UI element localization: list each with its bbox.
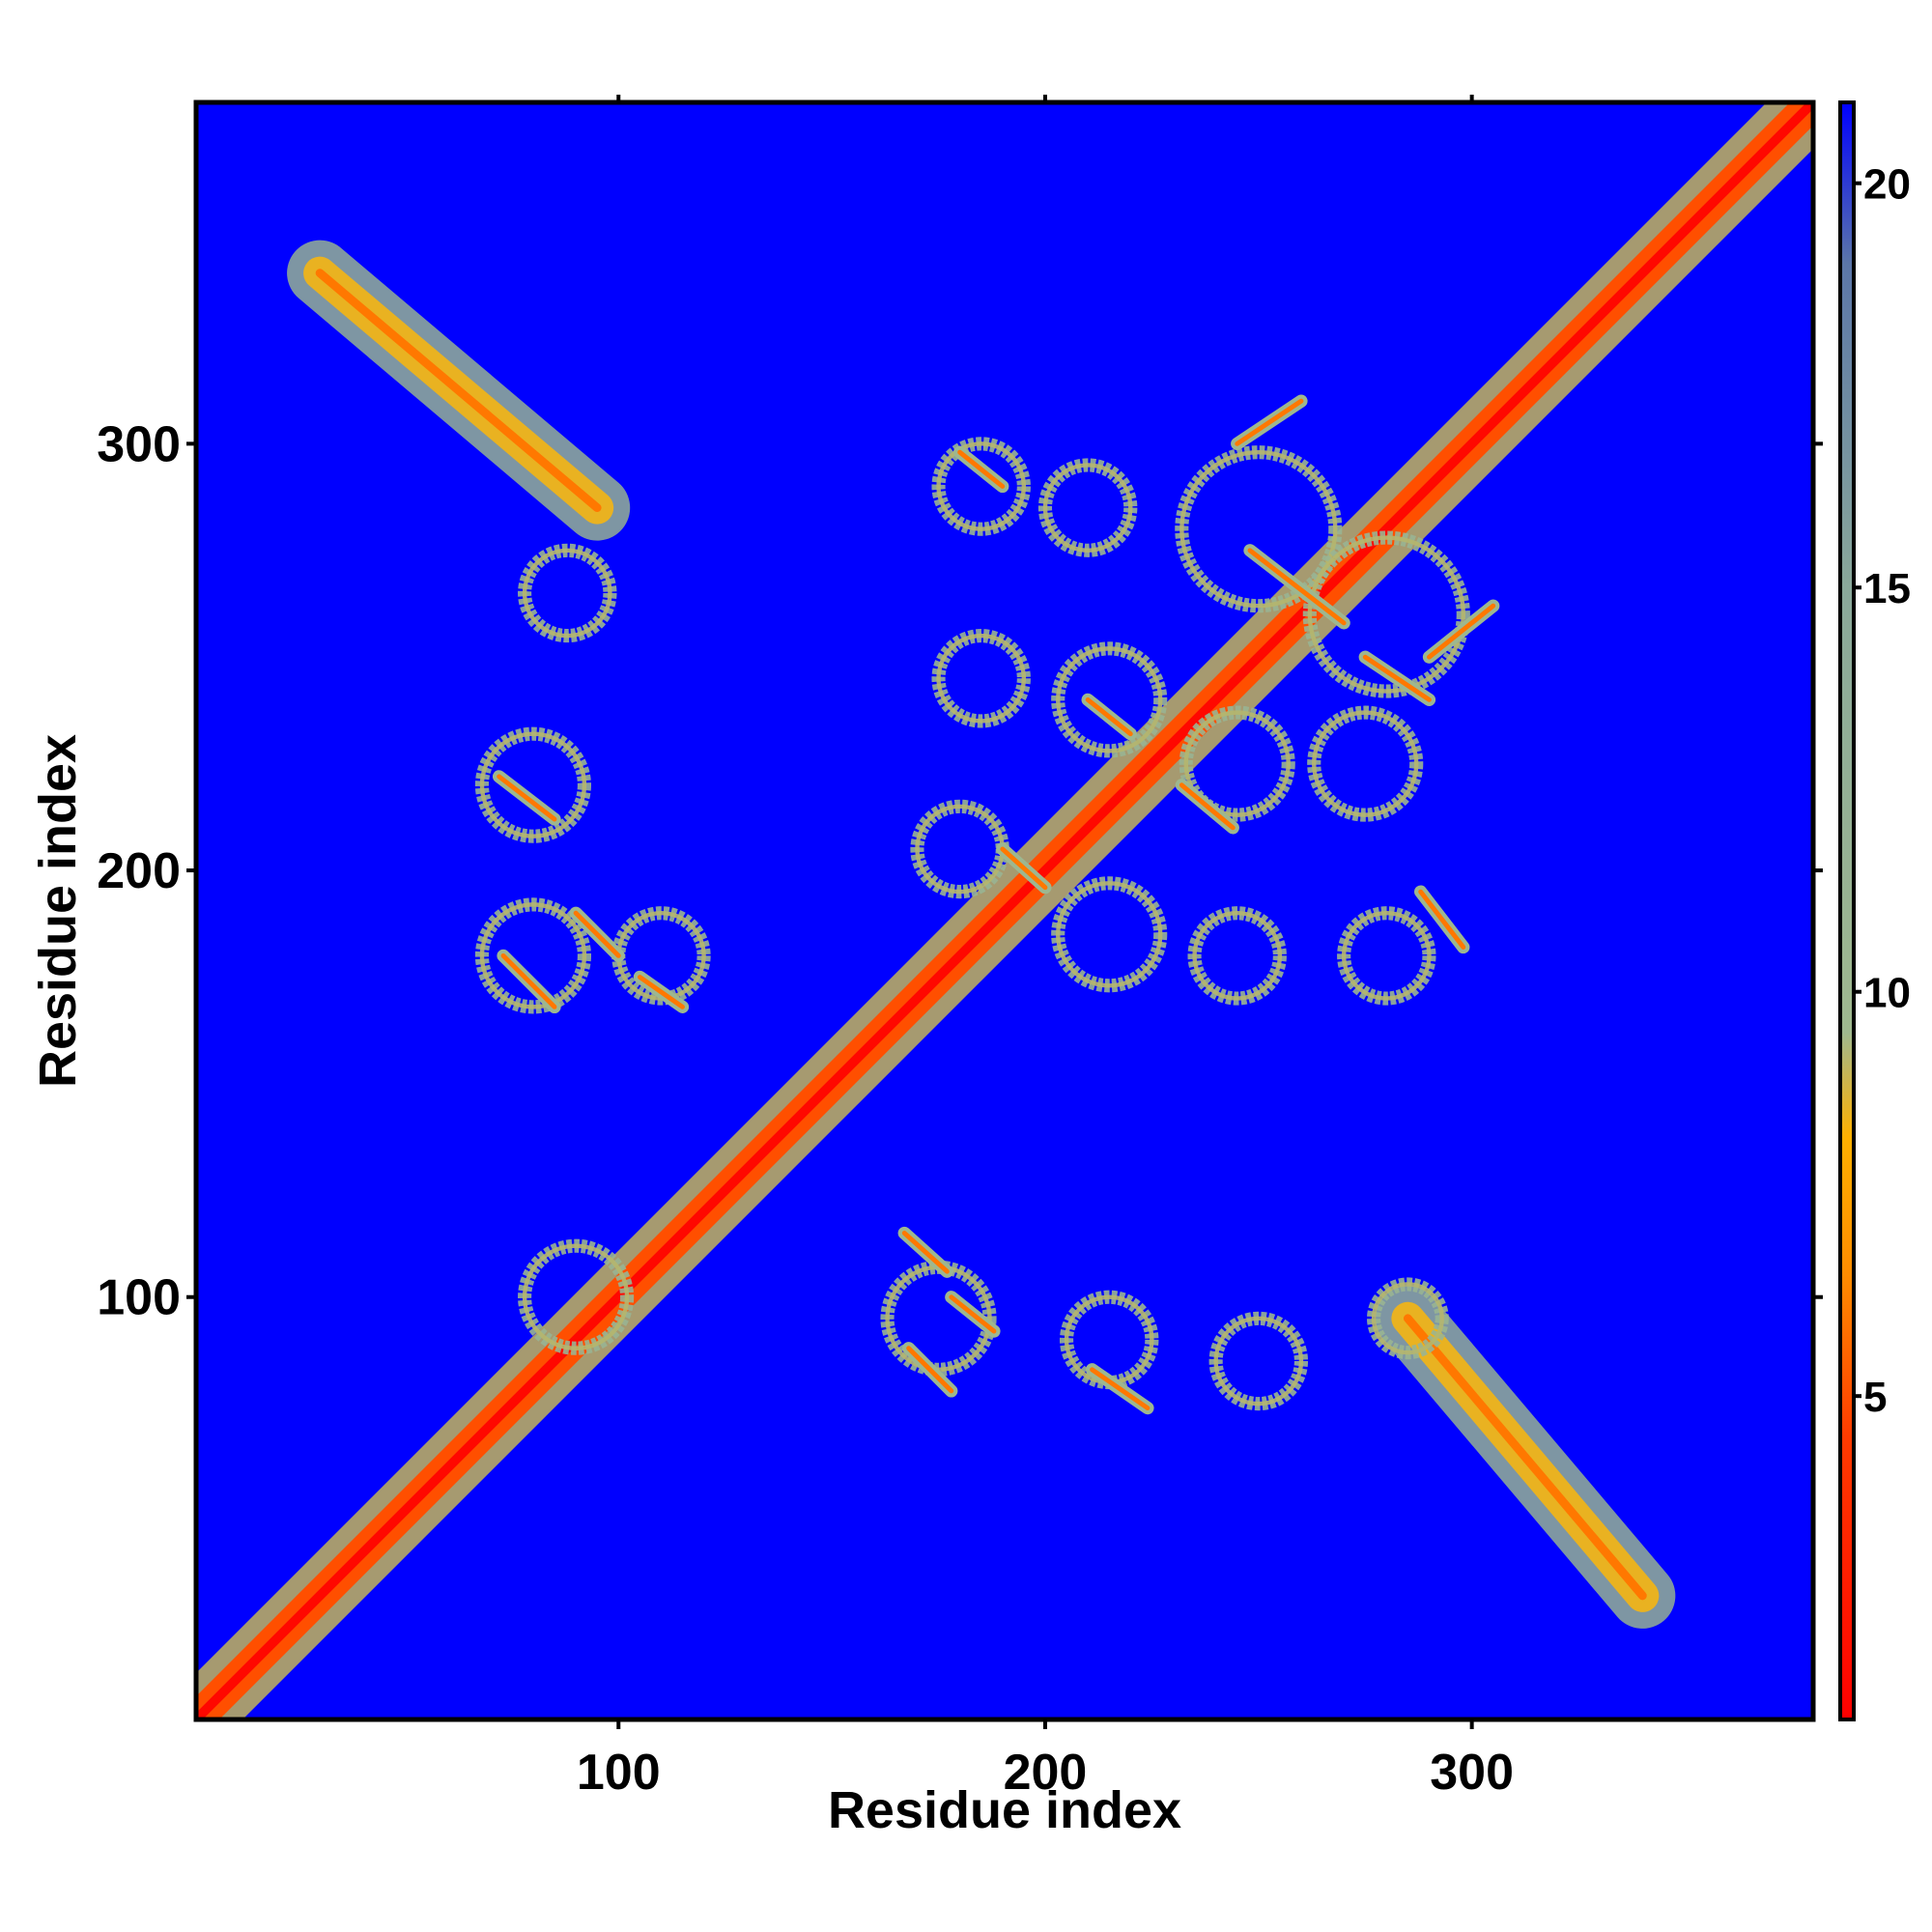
contact-ring-inner-22 (1213, 1316, 1304, 1406)
y-tick-label: 200 (97, 843, 181, 899)
x-tick-label: 100 (577, 1745, 661, 1801)
contact-ring-inner-10 (1307, 535, 1466, 694)
contact-ring-inner-19 (522, 1243, 630, 1350)
contact-ring-inner-16 (1056, 881, 1163, 988)
heatmap-cells (196, 102, 1813, 1719)
colorbar-gradient (1838, 100, 1856, 1721)
contact-band-1-layer-2 (315, 269, 602, 513)
contact-ring-inner-8 (1042, 463, 1133, 553)
contact-segment-33 (1085, 696, 1133, 737)
colorbar-tick-label: 10 (1863, 970, 1911, 1017)
contact-segment-38 (906, 1346, 954, 1394)
contact-segment-24 (497, 774, 557, 822)
y-axis-label: Residue index (29, 734, 87, 1088)
contact-segment-27 (637, 975, 685, 1009)
y-tick-label: 100 (97, 1270, 181, 1326)
heatmap-plot-area (193, 99, 1816, 1722)
colorbar-ticks: 5 10 15 20 (1854, 161, 1911, 1421)
colorbar: 5 10 15 20 (1838, 100, 1911, 1721)
contact-segment-37 (949, 1294, 997, 1334)
contact-ring-inner-9 (1179, 449, 1338, 609)
contact-ring-inner-11 (936, 633, 1027, 724)
contact-segment-36 (901, 1231, 950, 1274)
contact-ring-inner-12 (1056, 646, 1163, 753)
contact-ring-inner-5 (479, 902, 587, 1009)
contact-segment-40 (1000, 846, 1048, 891)
contact-ring-inner-3 (522, 548, 612, 639)
contact-segment-32 (1427, 603, 1496, 660)
x-axis-ticks: 100 200 300 (577, 95, 1514, 1801)
contact-segment-30 (1247, 548, 1347, 626)
contact-ring-inner-7 (936, 441, 1027, 531)
y-axis-ticks: 100 200 300 (97, 416, 1823, 1326)
x-tick-label: 200 (1004, 1745, 1088, 1801)
x-axis-label: Residue index (828, 1781, 1181, 1839)
contact-segment-39 (1090, 1367, 1151, 1410)
colorbar-tick-label: 20 (1863, 161, 1911, 209)
contact-ring-inner-13 (1183, 710, 1291, 817)
contact-band-0-layer-2 (196, 102, 1813, 1719)
colorbar-tick-label: 15 (1863, 565, 1911, 612)
contact-band-2-layer-2 (1403, 1314, 1647, 1601)
colorbar-tick-label: 5 (1863, 1374, 1887, 1421)
contact-segment-35 (1418, 889, 1466, 950)
contact-segment-26 (573, 910, 621, 958)
x-tick-label: 300 (1430, 1745, 1514, 1801)
contact-segment-31 (1362, 654, 1432, 702)
contact-segment-34 (1179, 782, 1236, 831)
contact-ring-inner-14 (1312, 710, 1419, 817)
plot-frame (193, 99, 1816, 1722)
contact-ring-inner-4 (479, 731, 587, 838)
contact-segment-28 (957, 449, 1006, 489)
contact-segment-29 (1235, 398, 1304, 446)
y-tick-label: 300 (97, 416, 181, 472)
contact-ring-inner-17 (1192, 910, 1283, 1001)
contact-ring-inner-23 (1371, 1282, 1444, 1355)
contact-ring-inner-18 (1341, 910, 1432, 1001)
contact-segment-25 (500, 952, 557, 1009)
